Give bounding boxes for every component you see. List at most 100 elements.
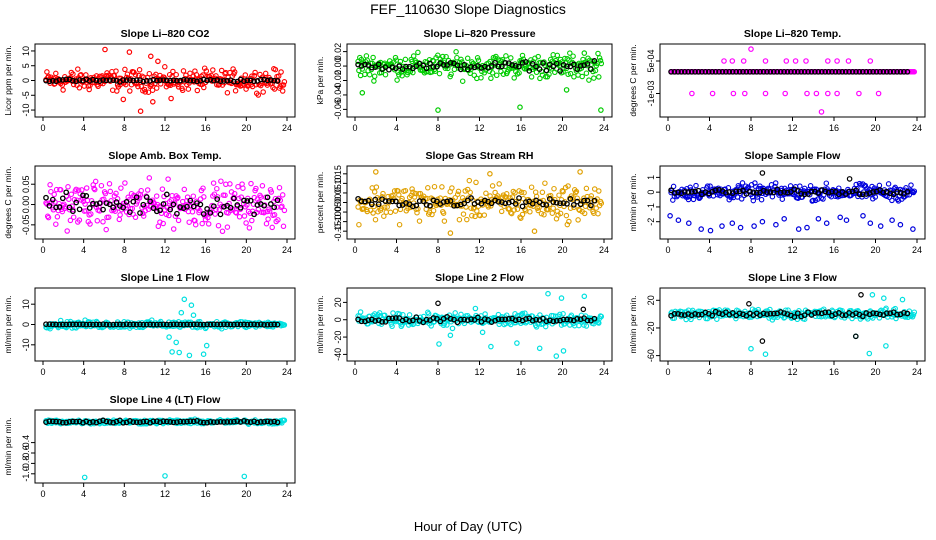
y-axis-label: ml/min per min. bbox=[628, 173, 638, 231]
data-point bbox=[212, 211, 218, 217]
data-point bbox=[166, 212, 172, 219]
y-tick-label: 20 bbox=[646, 295, 656, 305]
data-point bbox=[774, 68, 781, 75]
data-point bbox=[870, 189, 876, 195]
data-point bbox=[205, 214, 211, 221]
data-point bbox=[583, 185, 590, 192]
data-point bbox=[451, 316, 457, 323]
data-point bbox=[577, 201, 584, 208]
data-point bbox=[557, 68, 563, 74]
data-point bbox=[372, 216, 379, 223]
data-point bbox=[513, 198, 519, 205]
data-point bbox=[823, 180, 830, 186]
data-point bbox=[392, 208, 399, 214]
x-tick-label: 4 bbox=[707, 245, 712, 255]
data-point bbox=[581, 210, 588, 217]
data-point bbox=[564, 63, 570, 70]
data-point bbox=[49, 418, 56, 425]
data-point bbox=[698, 226, 705, 232]
data-point bbox=[153, 208, 160, 215]
data-point bbox=[457, 201, 464, 208]
series-group bbox=[43, 416, 288, 481]
data-point bbox=[864, 185, 870, 192]
data-point bbox=[227, 321, 234, 328]
data-point bbox=[423, 316, 430, 323]
data-point bbox=[56, 321, 63, 328]
data-point bbox=[218, 67, 225, 74]
data-point bbox=[103, 226, 109, 233]
data-point bbox=[204, 77, 210, 84]
data-point bbox=[70, 214, 77, 220]
y-tick-label: 5 bbox=[21, 63, 31, 68]
data-point bbox=[839, 312, 846, 318]
data-point bbox=[546, 196, 553, 202]
data-point bbox=[808, 188, 815, 195]
data-point bbox=[503, 191, 510, 197]
data-point bbox=[815, 196, 821, 202]
data-point bbox=[818, 109, 825, 115]
data-point bbox=[280, 82, 287, 88]
data-point bbox=[815, 216, 822, 222]
y-axis-label: ml/min per min. bbox=[3, 295, 13, 353]
data-point bbox=[247, 419, 254, 425]
data-point bbox=[473, 179, 479, 186]
data-point bbox=[278, 204, 284, 210]
data-point bbox=[265, 216, 271, 222]
x-tick-label: 8 bbox=[122, 245, 127, 255]
series-group bbox=[668, 46, 918, 115]
data-point bbox=[63, 419, 70, 426]
data-point bbox=[76, 321, 83, 328]
data-point bbox=[234, 418, 241, 424]
data-point bbox=[784, 189, 791, 196]
data-point bbox=[845, 58, 852, 64]
data-point bbox=[553, 317, 560, 324]
data-point bbox=[759, 338, 766, 344]
data-point bbox=[413, 202, 420, 209]
data-point bbox=[716, 68, 722, 75]
chart-panel: Slope Li–820 CO2 0 4 8 12 16 20 24 -10 -5 0 5 10 Lico… bbox=[3, 28, 296, 133]
data-point bbox=[280, 223, 287, 230]
data-point bbox=[81, 474, 88, 481]
data-point bbox=[567, 205, 574, 211]
data-point bbox=[177, 321, 184, 328]
y-tick-label: 5e-04 bbox=[646, 49, 656, 72]
data-point bbox=[764, 189, 770, 195]
data-point bbox=[564, 316, 570, 323]
data-point bbox=[368, 201, 375, 208]
data-point bbox=[904, 310, 911, 317]
data-point bbox=[94, 218, 101, 224]
data-point bbox=[93, 201, 100, 207]
data-point bbox=[274, 321, 281, 328]
x-tick-label: 16 bbox=[201, 123, 211, 133]
data-point bbox=[364, 57, 370, 63]
data-point bbox=[521, 189, 527, 196]
data-point bbox=[92, 178, 99, 185]
data-point bbox=[719, 68, 726, 75]
data-point bbox=[214, 77, 221, 83]
data-point bbox=[153, 77, 160, 84]
data-point bbox=[163, 321, 170, 328]
data-point bbox=[461, 316, 468, 323]
data-point bbox=[381, 213, 387, 219]
data-point bbox=[218, 203, 225, 210]
data-point bbox=[894, 68, 900, 75]
data-point bbox=[856, 191, 863, 198]
y-tick-label: -1e-03 bbox=[646, 80, 656, 106]
data-point bbox=[671, 190, 678, 196]
data-point bbox=[155, 58, 161, 65]
data-point bbox=[598, 200, 605, 206]
data-point bbox=[897, 221, 904, 228]
data-point bbox=[489, 183, 496, 189]
data-point bbox=[179, 87, 186, 94]
data-point bbox=[410, 203, 416, 210]
data-point bbox=[532, 189, 539, 195]
data-point bbox=[595, 50, 601, 57]
data-point bbox=[93, 321, 100, 328]
data-point bbox=[201, 194, 207, 200]
x-tick-label: 0 bbox=[352, 123, 357, 133]
data-point bbox=[829, 68, 835, 75]
data-point bbox=[279, 192, 286, 198]
data-point bbox=[753, 68, 760, 75]
data-point bbox=[885, 181, 892, 187]
data-point bbox=[575, 217, 581, 223]
